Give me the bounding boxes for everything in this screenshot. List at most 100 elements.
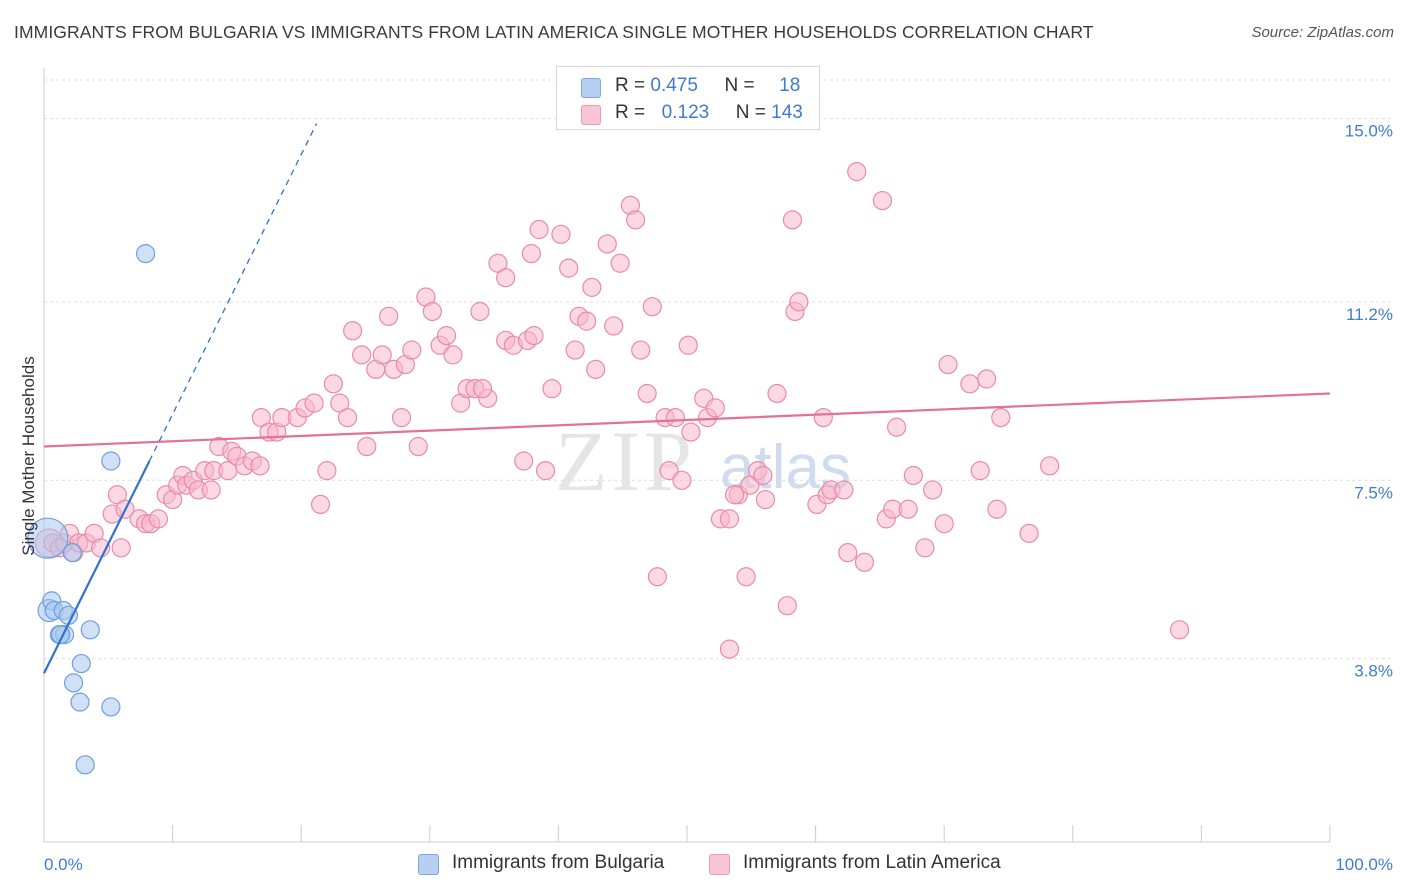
data-point-latin-america [372, 345, 392, 365]
data-point-latin-america [678, 335, 698, 355]
data-point-latin-america [402, 340, 422, 360]
data-point-latin-america [610, 253, 630, 273]
data-point-latin-america [535, 461, 556, 481]
data-point-bulgaria [135, 244, 156, 264]
series-legend: Immigrants from Bulgaria Immigrants from… [0, 852, 1406, 878]
trend-lines [43, 123, 1331, 674]
data-point-latin-america [705, 398, 725, 418]
data-point-latin-america [767, 383, 787, 404]
axes [43, 68, 1331, 843]
data-point-bulgaria [80, 620, 100, 640]
data-point-latin-america [834, 480, 854, 500]
x-tick-label-max: 100.0% [1335, 855, 1393, 874]
data-point-latin-america [565, 340, 585, 360]
data-point-latin-america [551, 224, 571, 244]
data-point-latin-america [987, 499, 1007, 519]
data-point-bulgaria [62, 543, 82, 563]
data-point-latin-america [422, 301, 442, 322]
legend-swatch-pink [581, 105, 601, 125]
trendline-latin-america [43, 392, 1331, 448]
data-point-latin-america [813, 407, 833, 428]
data-point-latin-america [642, 297, 662, 317]
data-point-latin-america [915, 538, 935, 558]
gridlines [44, 79, 1392, 660]
data-point-latin-america [521, 244, 541, 264]
data-point-latin-america [514, 451, 534, 471]
data-point-latin-america [317, 461, 337, 481]
data-point-latin-america [250, 456, 270, 476]
data-point-latin-america [577, 311, 597, 331]
data-point-latin-america [304, 393, 324, 413]
x-tick-label-min: 0.0% [44, 855, 83, 874]
data-point-latin-america [854, 552, 875, 572]
data-point-latin-america [529, 219, 549, 240]
series-bulgaria [27, 244, 156, 775]
legend-n-label: N = [735, 102, 766, 123]
source-label: Source: ZipAtlas.com [1251, 24, 1394, 41]
legend-r-value: 0.123 [661, 102, 710, 123]
data-point-latin-america [753, 465, 773, 486]
data-point-latin-america [719, 509, 740, 529]
data-point-latin-america [647, 567, 668, 587]
legend-label-bulgaria: Immigrants from Bulgaria [452, 852, 665, 873]
data-point-latin-america [970, 461, 990, 481]
legend-n-label: N = [724, 75, 755, 96]
data-point-latin-america [755, 489, 776, 510]
data-point-latin-america [470, 301, 490, 322]
data-point-latin-america [838, 543, 858, 563]
y-tick-label: 11.2% [1346, 305, 1393, 324]
data-point-latin-america [201, 480, 221, 500]
data-point-bulgaria [71, 653, 91, 674]
data-point-latin-america [934, 514, 954, 534]
data-point-latin-america [782, 210, 803, 230]
data-point-latin-america [681, 422, 701, 442]
data-point-bulgaria [101, 697, 121, 717]
legend-r-label: R = [615, 102, 646, 123]
data-point-latin-america [379, 306, 399, 326]
data-point-latin-america [472, 379, 493, 399]
data-point-latin-america [604, 316, 624, 336]
chart-title: IMMIGRANTS FROM BULGARIA VS IMMIGRANTS F… [14, 22, 1094, 42]
data-point-latin-america [872, 190, 893, 211]
data-point-latin-america [898, 499, 918, 519]
legend-label-latin-america: Immigrants from Latin America [743, 852, 1001, 873]
legend-swatch-blue [418, 854, 439, 875]
data-point-latin-america [582, 277, 602, 297]
data-point-latin-america [736, 567, 756, 587]
legend-swatch-pink [709, 854, 730, 875]
data-point-latin-america [559, 258, 579, 278]
trendline-bulgaria [43, 460, 151, 674]
data-point-bulgaria [101, 451, 121, 471]
data-point-bulgaria [27, 517, 69, 559]
y-tick-label: 15.0% [1345, 122, 1393, 141]
data-point-latin-america [597, 234, 617, 254]
data-point-latin-america [310, 494, 331, 515]
legend-n-value: 143 [771, 102, 803, 123]
data-point-latin-america [542, 379, 562, 399]
data-point-latin-america [323, 374, 343, 394]
data-point-latin-america [111, 538, 131, 558]
data-point-latin-america [524, 326, 544, 346]
data-point-latin-america [436, 326, 457, 346]
data-point-latin-america [887, 417, 907, 437]
data-point-latin-america [337, 407, 358, 428]
data-point-latin-america [960, 374, 980, 394]
data-point-latin-america [1169, 620, 1190, 640]
data-point-latin-america [789, 292, 809, 312]
watermark-zip: ZIP [555, 413, 696, 509]
data-point-latin-america [631, 340, 651, 360]
legend-r-value: 0.475 [650, 75, 698, 96]
data-point-bulgaria [70, 692, 90, 712]
watermark: ZIP atlas [555, 413, 851, 509]
data-point-latin-america [352, 345, 372, 365]
data-point-latin-america [357, 436, 377, 457]
legend-n-value: 18 [779, 75, 801, 96]
y-tick-label: 3.8% [1354, 662, 1393, 681]
data-point-latin-america [777, 596, 797, 616]
data-point-latin-america [724, 485, 745, 505]
legend-swatch-blue [581, 78, 601, 98]
data-point-latin-america [991, 407, 1011, 428]
data-point-latin-america [391, 407, 412, 428]
data-point-latin-america [719, 639, 740, 659]
